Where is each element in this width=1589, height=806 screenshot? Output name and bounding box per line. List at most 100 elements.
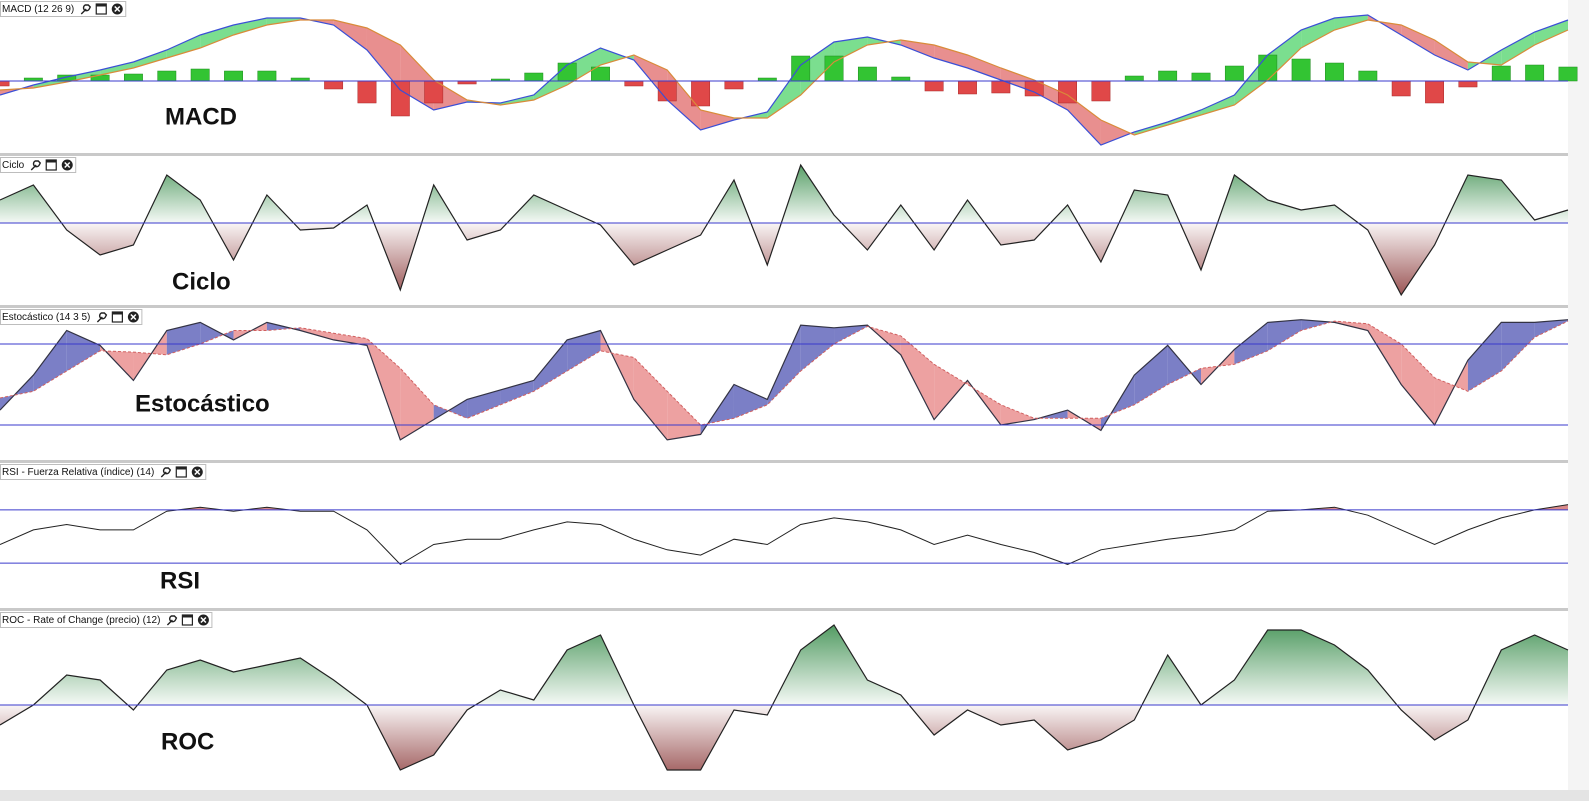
wrench-shape <box>96 312 108 323</box>
macd-fill <box>1301 18 1335 48</box>
stochastic-fill <box>1501 322 1535 371</box>
macd-fill <box>166 35 201 58</box>
positive-area <box>0 165 1568 223</box>
panel-header <box>0 1 127 17</box>
indicator-label: Ciclo <box>172 268 231 295</box>
negative-area <box>0 223 1568 295</box>
macd-fill <box>934 45 968 68</box>
close-cross <box>130 313 137 321</box>
stochastic-fill <box>500 380 534 405</box>
window-bar <box>176 467 187 470</box>
macd-fill <box>133 50 167 68</box>
panel-title: Estocástico (14 3 5) <box>2 312 90 323</box>
close-icon[interactable] <box>127 311 139 323</box>
stochastic-fill <box>33 330 67 392</box>
close-icon[interactable] <box>111 3 123 15</box>
histogram-bar <box>958 80 977 95</box>
macd-fill <box>1100 120 1135 145</box>
panel-header <box>0 612 213 628</box>
stochastic-fill <box>900 335 935 420</box>
close-cross <box>114 5 121 13</box>
indicator-label: RSI <box>160 567 200 594</box>
panel-header <box>0 464 207 480</box>
wrench-shape <box>30 160 42 171</box>
histogram-bar <box>1391 80 1411 97</box>
macd-fill <box>1334 15 1368 30</box>
macd-fill <box>600 48 634 65</box>
macd-fill <box>900 40 935 58</box>
indicator-line <box>0 163 1569 297</box>
histogram-bar <box>891 76 911 82</box>
stochastic-line <box>0 319 1569 441</box>
wrench-shape <box>160 467 172 478</box>
histogram-bar <box>390 80 410 117</box>
histogram-bar <box>1525 64 1545 82</box>
stochastic-fill <box>667 391 701 440</box>
macd-fill <box>800 42 835 95</box>
histogram-bar <box>624 80 644 87</box>
window-icon[interactable] <box>45 159 57 171</box>
stochastic-fill <box>200 322 234 344</box>
histogram-bar <box>257 70 277 82</box>
macd-fill <box>1467 50 1502 70</box>
macd-fill <box>1534 20 1568 45</box>
stochastic-fill <box>333 333 367 346</box>
histogram-bar <box>1291 58 1311 82</box>
histogram-bar <box>1458 80 1478 88</box>
histogram-bar <box>1491 65 1511 82</box>
stochastic-fill <box>1100 375 1135 431</box>
histogram-bar <box>1158 70 1178 82</box>
bottom-bar <box>0 790 1589 801</box>
histogram-bar <box>157 70 177 82</box>
indicator-label: ROC <box>161 728 214 755</box>
stochastic-fill <box>366 338 401 440</box>
histogram-bar <box>324 80 344 90</box>
close-icon[interactable] <box>61 159 73 171</box>
macd-fill <box>967 55 1001 80</box>
window-icon[interactable] <box>181 614 194 626</box>
settings-icon[interactable] <box>80 4 92 15</box>
stochastic-line <box>0 320 1569 426</box>
separator <box>0 153 1589 156</box>
histogram-bar <box>190 68 210 82</box>
histogram-bar <box>0 80 10 87</box>
histogram-bar <box>724 80 744 90</box>
panel-title: ROC - Rate of Change (precio) (12) <box>2 615 160 626</box>
macd-fill <box>233 18 267 35</box>
histogram-bar <box>657 80 677 102</box>
panel-title: Ciclo <box>2 160 25 171</box>
window-bar <box>182 615 193 618</box>
panel-header <box>0 157 77 173</box>
close-icon[interactable] <box>197 614 209 626</box>
window-icon[interactable] <box>95 3 107 15</box>
histogram-bar <box>524 72 544 82</box>
close-icon[interactable] <box>191 466 203 478</box>
stochastic-fill <box>533 339 568 392</box>
settings-icon[interactable] <box>30 160 42 171</box>
macd-fill <box>366 28 401 90</box>
positive-area <box>0 625 1568 705</box>
stochastic-fill <box>1267 319 1302 351</box>
histogram-bar <box>1558 66 1578 82</box>
macd-fill <box>1201 95 1235 115</box>
separator <box>0 305 1589 308</box>
settings-icon[interactable] <box>166 615 178 626</box>
indicator-label: MACD <box>165 103 237 130</box>
stochastic-fill <box>800 325 835 371</box>
stochastic-fill <box>1434 360 1468 425</box>
macd-fill <box>1434 40 1468 70</box>
window-icon[interactable] <box>175 466 187 478</box>
settings-icon[interactable] <box>160 467 172 478</box>
macd-fill <box>100 62 134 75</box>
close-cross <box>64 161 71 169</box>
window-icon[interactable] <box>111 311 123 323</box>
stochastic-fill <box>300 327 334 340</box>
histogram-bar <box>857 66 877 82</box>
stochastic-fill <box>66 330 101 371</box>
stochastic-fill <box>1401 344 1435 425</box>
window-bar <box>112 312 123 315</box>
wrench-shape <box>80 4 92 15</box>
macd-fill <box>700 110 734 130</box>
settings-icon[interactable] <box>96 312 108 323</box>
